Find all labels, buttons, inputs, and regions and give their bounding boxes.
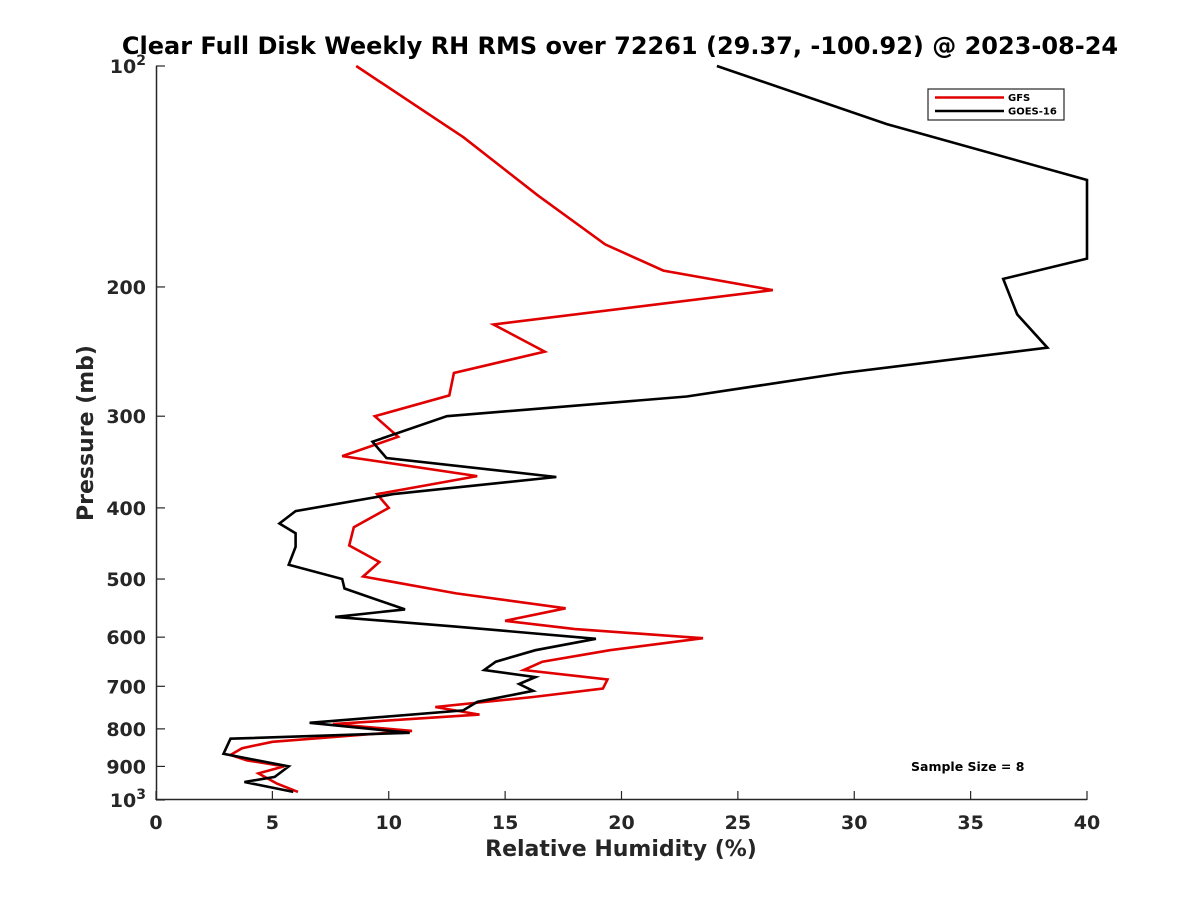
y-axis-label: Pressure (mb) [74, 345, 99, 521]
x-tick-label: 35 [957, 812, 983, 834]
x-tick-label: 15 [492, 812, 518, 834]
sample-size-annotation: Sample Size = 8 [911, 759, 1024, 774]
y-ticks: 102 200 300 400 500 600 700 800 900 103 [106, 53, 165, 812]
y-tick-label: 800 [106, 719, 146, 741]
series-line-goes16 [221, 64, 1089, 794]
y-tick-label: 900 [106, 756, 146, 778]
y-tick-label: 600 [106, 627, 146, 649]
y-tick-label: 103 [110, 787, 146, 812]
series-lines [221, 64, 1089, 794]
y-tick-label: 500 [106, 569, 146, 591]
x-ticks: 0 5 10 15 20 25 30 35 40 [149, 791, 1100, 834]
y-tick-label: 300 [106, 406, 146, 428]
legend-label-gfs: GFS [1008, 93, 1030, 104]
y-tick-label: 700 [106, 676, 146, 698]
x-tick-label: 25 [725, 812, 751, 834]
y-tick-label: 400 [106, 498, 146, 520]
chart-title: Clear Full Disk Weekly RH RMS over 72261… [122, 32, 1118, 60]
x-tick-label: 10 [376, 812, 402, 834]
y-tick-label: 200 [106, 277, 146, 299]
legend-box [927, 88, 1065, 121]
x-tick-label: 0 [149, 812, 162, 834]
x-tick-label: 40 [1074, 812, 1100, 834]
x-axis-label: Relative Humidity (%) [485, 837, 757, 862]
legend: GFS GOES-16 [927, 88, 1065, 121]
plot-area: 0 5 10 15 20 25 30 35 40 102 200 300 400 500 600 700 80… [106, 53, 1100, 834]
y-tick-label: 102 [110, 53, 146, 78]
x-tick-label: 20 [608, 812, 634, 834]
x-tick-label: 5 [266, 812, 279, 834]
x-tick-label: 30 [841, 812, 867, 834]
legend-label-goes16: GOES-16 [1008, 107, 1057, 118]
series-line-gfs [227, 64, 774, 794]
